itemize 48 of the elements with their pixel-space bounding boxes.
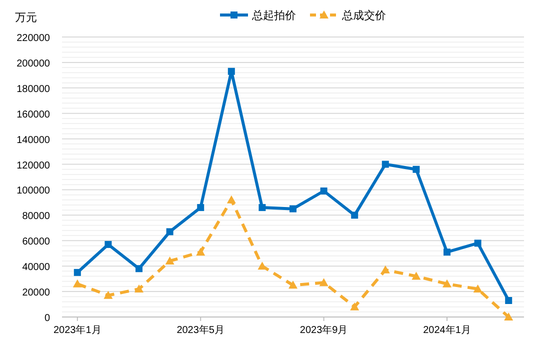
legend-label: 总成交价: [341, 9, 386, 22]
y-tick-label: 220000: [16, 33, 50, 44]
point: [136, 265, 142, 272]
point: [382, 160, 389, 168]
point: [444, 248, 450, 256]
point: [288, 280, 298, 289]
point: [228, 68, 235, 75]
x-tick-label: 2023年1月: [53, 324, 102, 336]
point: [196, 248, 206, 256]
legend-label: 总起拍价: [251, 9, 296, 22]
point: [165, 256, 174, 264]
y-axis-title: 万元: [15, 12, 37, 24]
point: [380, 265, 390, 274]
point: [504, 312, 514, 320]
point: [290, 205, 296, 212]
point: [197, 204, 204, 212]
y-tick-label: 160000: [16, 109, 50, 120]
point: [258, 204, 266, 212]
y-tick-label: 180000: [16, 84, 50, 95]
y-tick-label: 80000: [22, 211, 50, 222]
point: [319, 278, 328, 286]
x-tick-label: 2024年1月: [423, 324, 471, 336]
y-tick-label: 40000: [22, 262, 50, 274]
point: [474, 240, 482, 247]
y-tick-label: 60000: [22, 236, 50, 248]
point: [350, 302, 360, 310]
y-tick-label: 100000: [16, 186, 50, 197]
y-tick-label: 0: [44, 313, 50, 324]
y-tick-label: 20000: [22, 288, 50, 299]
x-tick-label: 2023年5月: [176, 324, 225, 336]
y-tick-label: 200000: [16, 58, 50, 70]
point: [412, 166, 420, 173]
point: [104, 240, 112, 248]
y-tick-label: 120000: [16, 160, 50, 172]
point: [74, 268, 81, 276]
point: [320, 188, 328, 194]
point: [505, 296, 512, 304]
point: [351, 212, 358, 219]
point: [166, 228, 174, 236]
point: [134, 284, 144, 292]
point: [72, 279, 82, 288]
y-tick-label: 140000: [16, 134, 50, 146]
point: [412, 272, 421, 280]
point: [104, 290, 113, 299]
point: [442, 279, 452, 288]
point: [473, 284, 482, 292]
point: [226, 195, 236, 204]
x-tick-label: 2023年9月: [300, 324, 348, 336]
